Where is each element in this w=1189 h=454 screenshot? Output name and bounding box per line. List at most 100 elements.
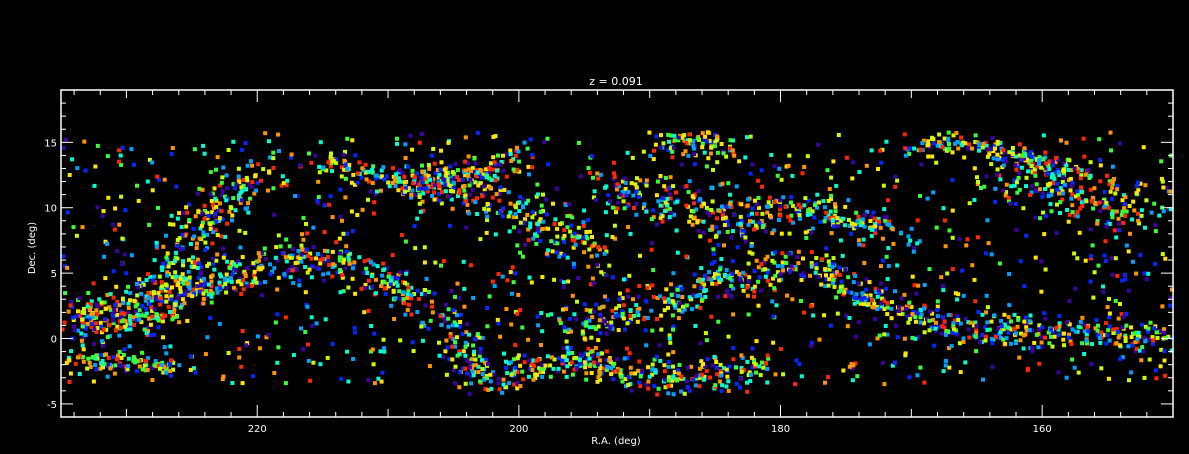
data-point — [500, 390, 505, 395]
data-point — [584, 307, 589, 312]
data-point — [417, 192, 422, 197]
data-point — [605, 323, 610, 327]
data-point — [862, 295, 867, 300]
data-point — [721, 207, 726, 212]
data-point — [730, 259, 735, 264]
data-point — [1092, 186, 1097, 191]
data-point — [63, 137, 68, 142]
data-point — [857, 170, 862, 174]
data-point — [463, 366, 468, 371]
data-point — [566, 349, 571, 353]
data-point — [301, 215, 306, 220]
data-point — [668, 196, 673, 201]
data-point — [853, 296, 858, 301]
data-point — [241, 178, 246, 182]
data-point — [1061, 168, 1066, 173]
data-point — [369, 274, 374, 279]
data-point — [217, 201, 222, 206]
data-point — [1170, 287, 1174, 292]
data-point — [862, 261, 867, 265]
data-point — [208, 170, 213, 175]
data-point — [595, 362, 600, 367]
data-point — [624, 193, 629, 198]
data-point — [691, 377, 696, 382]
data-point — [594, 302, 599, 307]
data-point — [564, 339, 569, 344]
data-point — [974, 328, 979, 333]
data-point — [1102, 333, 1107, 338]
data-point — [640, 368, 645, 373]
data-point — [900, 312, 905, 316]
data-point — [457, 385, 462, 390]
data-point — [465, 371, 470, 376]
data-point — [1064, 320, 1069, 324]
data-point — [102, 300, 107, 305]
data-point — [445, 177, 450, 182]
data-point — [650, 372, 655, 377]
data-point — [1141, 349, 1146, 354]
data-point — [494, 192, 499, 197]
data-point — [719, 373, 724, 378]
data-point — [893, 184, 898, 189]
data-point — [526, 227, 531, 232]
data-point — [146, 272, 150, 277]
data-point — [730, 148, 735, 153]
data-point — [1124, 323, 1129, 328]
data-point — [748, 134, 753, 139]
data-point — [582, 250, 587, 255]
data-point — [617, 297, 622, 302]
data-point — [117, 303, 122, 308]
data-point — [719, 257, 724, 261]
data-point — [140, 350, 145, 355]
data-point — [873, 317, 877, 321]
data-point — [512, 382, 517, 387]
data-point — [461, 259, 466, 264]
data-point — [116, 353, 120, 358]
data-point — [252, 269, 257, 274]
data-point — [80, 310, 85, 315]
data-point — [732, 153, 737, 158]
data-point — [636, 194, 641, 199]
data-point — [604, 273, 609, 278]
data-point — [990, 341, 995, 346]
data-point — [720, 212, 725, 217]
data-point — [1110, 180, 1115, 185]
data-point — [831, 224, 836, 229]
data-point — [478, 237, 483, 242]
data-point — [1129, 325, 1134, 330]
data-point — [822, 313, 827, 318]
data-point — [598, 172, 603, 177]
data-point — [117, 222, 122, 227]
data-point — [925, 196, 930, 201]
data-point — [826, 283, 831, 288]
data-point — [300, 247, 305, 252]
data-point — [591, 175, 595, 180]
data-point — [192, 234, 197, 239]
data-point — [607, 263, 612, 268]
data-point — [189, 354, 194, 359]
data-point — [779, 177, 784, 182]
data-point — [81, 336, 86, 341]
data-point — [716, 230, 721, 235]
data-point — [561, 307, 566, 312]
data-point — [187, 286, 192, 291]
data-point — [95, 205, 100, 210]
data-point — [612, 361, 617, 366]
data-point — [448, 332, 453, 337]
data-point — [638, 178, 643, 183]
data-point — [168, 373, 173, 378]
data-point — [1056, 327, 1061, 332]
data-point — [752, 227, 756, 232]
data-point — [635, 308, 640, 312]
data-point — [473, 180, 478, 185]
data-point — [820, 257, 825, 262]
data-point — [193, 370, 198, 375]
data-point — [425, 189, 430, 194]
data-point — [588, 349, 593, 354]
data-point — [1154, 376, 1159, 381]
data-point — [511, 280, 516, 285]
data-point — [443, 182, 448, 187]
data-point — [475, 130, 480, 135]
data-point — [253, 276, 258, 281]
data-point — [1030, 328, 1035, 333]
